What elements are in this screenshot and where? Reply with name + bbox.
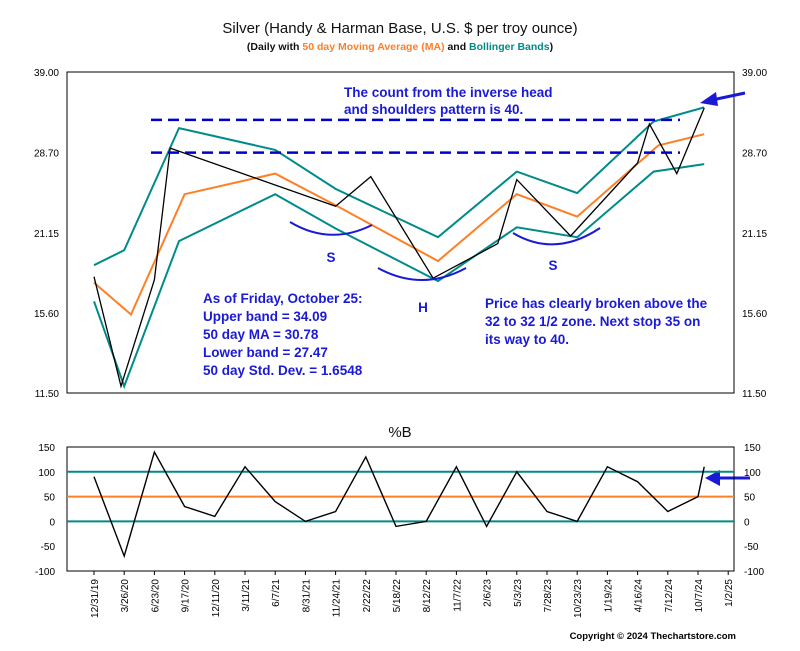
right-shoulder-arc: [512, 227, 601, 246]
x-tick-label: 11/7/22: [452, 579, 463, 612]
percentb-ytick-left: -50: [41, 542, 56, 553]
chart-subtitle: (Daily with 50 day Moving Average (MA) a…: [247, 41, 553, 53]
left-shoulder-label: S: [326, 250, 335, 265]
stats-line4: Lower band = 27.47: [203, 345, 328, 360]
price-ytick-left: 28.70: [34, 149, 59, 160]
percentb-ytick-right: -100: [744, 567, 764, 578]
price-reference-lines: [151, 118, 680, 154]
x-tick-label: 1/19/24: [603, 579, 614, 613]
x-tick-label: 6/7/21: [271, 579, 282, 607]
percentb-ytick-right: 50: [744, 493, 756, 504]
price-ytick-left: 39.00: [34, 68, 59, 79]
percentb-panel-frame: [66, 446, 735, 572]
subtitle-suffix: ): [550, 41, 554, 53]
breakout-line2: 32 to 32 1/2 zone. Next stop 35 on: [485, 314, 700, 329]
price-y-axis: 39.00 39.00 28.70 28.70 21.15 21.15 15.60 15.60…: [34, 68, 767, 400]
x-tick-label: 9/17/20: [181, 579, 192, 613]
percentb-reference-lines: [67, 470, 734, 523]
percentb-series-line: [93, 450, 705, 559]
count-annotation-line2: and shoulders pattern is 40.: [344, 102, 523, 117]
price-series-line: [93, 106, 705, 267]
price-ytick-left: 11.50: [35, 389, 60, 400]
price-ytick-left: 15.60: [34, 309, 59, 320]
percentb-ytick-right: -50: [744, 542, 759, 553]
stats-line5: 50 day Std. Dev. = 1.6548: [203, 363, 363, 378]
subtitle-prefix: (Daily with: [247, 41, 302, 53]
price-ytick-right: 28.70: [742, 149, 767, 160]
price-series-line: [93, 133, 705, 317]
percentb-ytick-right: 0: [744, 517, 750, 528]
price-series-line: [93, 107, 705, 389]
x-tick-label: 8/31/21: [301, 579, 312, 613]
chart-title: Silver (Handy & Harman Base, U.S. $ per …: [222, 20, 577, 37]
subtitle-mid: and: [445, 41, 470, 53]
x-tick-label: 6/23/20: [150, 579, 161, 613]
x-tick-label: 5/18/22: [392, 579, 403, 613]
x-tick-label: 3/11/21: [241, 579, 252, 612]
price-ytick-left: 21.15: [34, 229, 59, 240]
breakout-line3: its way to 40.: [485, 332, 569, 347]
percentb-ytick-left: 100: [38, 468, 55, 479]
x-tick-label: 1/2/25: [724, 579, 735, 607]
x-tick-label: 12/11/20: [211, 579, 222, 618]
price-ytick-right: 11.50: [742, 389, 767, 400]
right-shoulder-label: S: [548, 258, 557, 273]
percentb-ytick-right: 100: [744, 468, 761, 479]
stats-line1: As of Friday, October 25:: [203, 291, 363, 306]
copyright-text: Copyright © 2024 Thechartstore.com: [570, 631, 736, 642]
x-tick-label: 7/12/24: [664, 579, 675, 613]
subtitle-bb: Bollinger Bands: [469, 41, 550, 53]
price-arrow-icon: [700, 91, 746, 106]
percentb-ytick-left: -100: [35, 567, 55, 578]
x-tick-label: 3/26/20: [120, 579, 131, 613]
price-series-line: [93, 163, 705, 390]
x-tick-label: 2/6/23: [483, 579, 494, 607]
x-tick-label: 4/16/24: [634, 579, 645, 613]
head-arc: [377, 267, 467, 281]
percentb-ytick-left: 150: [38, 443, 55, 454]
subtitle-ma: 50 day Moving Average (MA): [302, 41, 444, 53]
x-tick-label: 8/12/22: [422, 579, 433, 613]
price-ytick-right: 39.00: [742, 68, 767, 79]
stats-line2: Upper band = 34.09: [203, 309, 327, 324]
price-ytick-right: 15.60: [742, 309, 767, 320]
percentb-ytick-left: 0: [49, 517, 55, 528]
breakout-line1: Price has clearly broken above the: [485, 296, 708, 311]
x-tick-label: 5/3/23: [513, 579, 524, 607]
percentb-ytick-left: 50: [44, 493, 56, 504]
percentb-ytick-right: 150: [744, 443, 761, 454]
stats-line3: 50 day MA = 30.78: [203, 327, 319, 342]
x-tick-label: 7/28/23: [543, 579, 554, 613]
x-tick-label: 10/7/24: [694, 579, 705, 613]
price-ytick-right: 21.15: [742, 229, 767, 240]
count-annotation-line1: The count from the inverse head: [344, 85, 553, 100]
left-shoulder-arc: [289, 221, 373, 236]
x-tick-label: 12/31/19: [90, 579, 101, 618]
percentb-series-group: [93, 450, 705, 559]
price-series-group: [93, 106, 705, 390]
price-panel-frame: [66, 71, 735, 394]
percentb-y-axis: 150 150 100 100 50 50 0 0 -50 -50 -100 -100: [35, 443, 764, 578]
x-tick-label: 2/22/22: [362, 579, 373, 613]
x-tick-label: 10/23/23: [573, 579, 584, 618]
x-tick-label: 11/24/21: [332, 579, 343, 618]
head-label: H: [418, 300, 428, 315]
percentb-title: %B: [388, 424, 411, 441]
date-x-axis: 12/31/19 3/26/20 6/23/20 9/17/20 12/11/20 3/1…: [90, 571, 735, 618]
